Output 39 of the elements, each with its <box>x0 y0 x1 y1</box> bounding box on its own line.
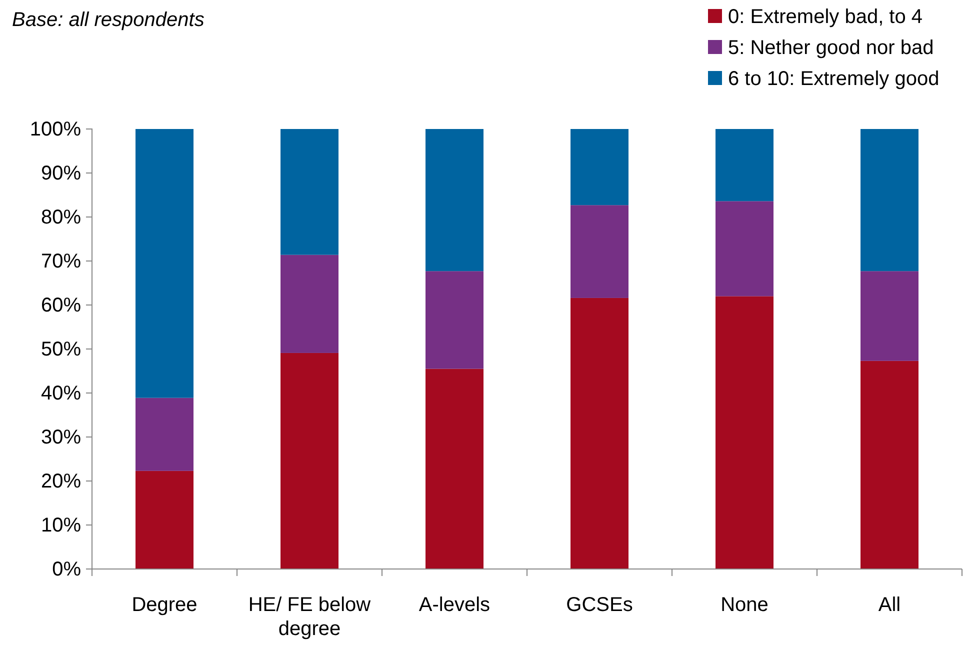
y-tick-label: 50% <box>40 338 82 360</box>
x-tick-label: All <box>878 594 901 616</box>
bar <box>716 129 774 202</box>
y-tick-label: 10% <box>40 514 82 536</box>
text: Base: all respondents <box>12 9 204 31</box>
bar <box>860 360 918 569</box>
x-tick-label: A-levels <box>418 594 490 616</box>
legend-label: 0: Extremely bad, to 4 <box>728 6 923 28</box>
bar <box>280 254 338 353</box>
y-tick-label: 30% <box>40 426 82 448</box>
bar <box>280 129 338 255</box>
x-tick-label: HE/ FE below degree <box>248 594 372 640</box>
bar <box>426 271 484 369</box>
bar <box>136 129 194 398</box>
y-tick-label: 90% <box>40 162 82 184</box>
y-tick-label: 80% <box>40 206 82 228</box>
bar <box>426 368 484 569</box>
bar <box>716 296 774 569</box>
bar <box>860 271 918 361</box>
bar <box>716 201 774 296</box>
x-tick-label: None <box>720 594 768 616</box>
bar <box>426 129 484 272</box>
bar <box>570 205 628 298</box>
y-tick-label: 40% <box>40 382 82 404</box>
bar <box>570 298 628 569</box>
legend-label: 5: Nether good nor bad <box>728 37 934 59</box>
bar <box>136 470 194 569</box>
bar <box>136 398 194 471</box>
bar <box>860 129 918 272</box>
bar <box>570 129 628 206</box>
y-tick-label: 20% <box>40 470 82 492</box>
y-tick-label: 70% <box>40 250 82 272</box>
bar <box>280 352 338 569</box>
x-tick-label: Degree <box>132 594 198 616</box>
legend-label: 6 to 10: Extremely good <box>728 68 940 90</box>
y-tick-label: 60% <box>40 294 82 316</box>
x-tick-label: GCSEs <box>566 594 633 616</box>
y-tick-label: 0% <box>52 558 82 580</box>
y-tick-label: 100% <box>30 118 82 140</box>
